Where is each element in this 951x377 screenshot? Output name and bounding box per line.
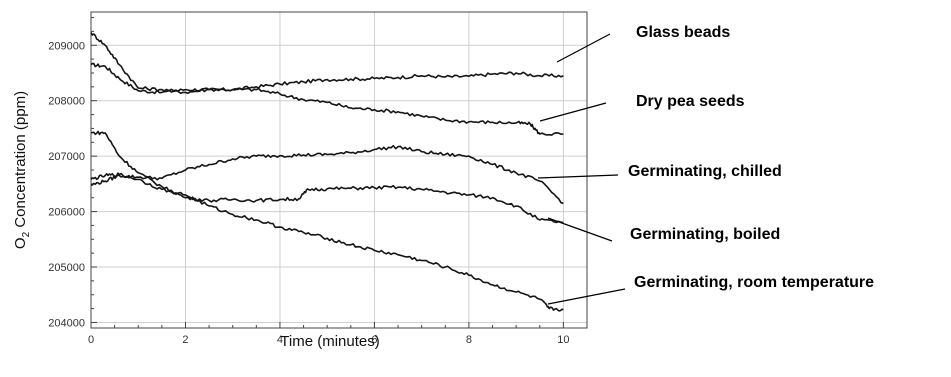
y-axis-title-main: O — [12, 237, 29, 249]
y-tick-label: 208000 — [48, 96, 85, 108]
x-tick-label: 4 — [277, 334, 283, 346]
x-tick-label: 8 — [466, 334, 472, 346]
series-label-2: Germinating, chilled — [628, 163, 782, 180]
leader-line-2 — [537, 174, 619, 179]
series-line-0 — [90, 62, 564, 95]
x-tick-label: 10 — [557, 334, 569, 346]
x-axis-title: Time (minutes) — [280, 333, 379, 350]
y-axis-title-rest: Concentration (ppm) — [12, 91, 29, 232]
series-lines — [90, 32, 564, 312]
series-line-2 — [91, 144, 564, 205]
x-tick-label: 0 — [88, 334, 94, 346]
series-label-3: Germinating, boiled — [630, 226, 780, 243]
leader-line-1 — [539, 102, 607, 122]
axis-ticks: 0 2 4 6 8 10 204000 205000 206000 207000 208000 209… — [48, 17, 588, 346]
series-label-1: Dry pea seeds — [636, 93, 745, 110]
series-line-4 — [90, 172, 564, 312]
y-tick-label: 206000 — [48, 207, 85, 219]
leader-line-0 — [556, 33, 611, 63]
y-tick-label: 209000 — [48, 40, 85, 52]
y-tick-label: 204000 — [48, 317, 85, 329]
label-leader-lines — [537, 33, 626, 305]
plot-frame — [90, 11, 588, 329]
y-tick-label: 207000 — [48, 151, 85, 163]
series-label-0: Glass beads — [636, 24, 730, 41]
leader-line-3 — [547, 217, 613, 242]
series-labels: Glass beads Dry pea seeds Germinating, chi… — [628, 24, 874, 291]
leader-line-4 — [547, 288, 626, 305]
y-axis-title: O2 Concentration (ppm) — [12, 91, 32, 249]
grid-lines — [90, 12, 587, 328]
series-label-4: Germinating, room temperature — [634, 274, 874, 291]
series-line-3 — [90, 130, 564, 224]
x-tick-label: 6 — [371, 334, 377, 346]
series-line-1 — [90, 32, 564, 136]
x-tick-label: 2 — [182, 334, 188, 346]
y-tick-label: 205000 — [48, 262, 85, 274]
y-axis-title-subscript: 2 — [21, 231, 32, 237]
